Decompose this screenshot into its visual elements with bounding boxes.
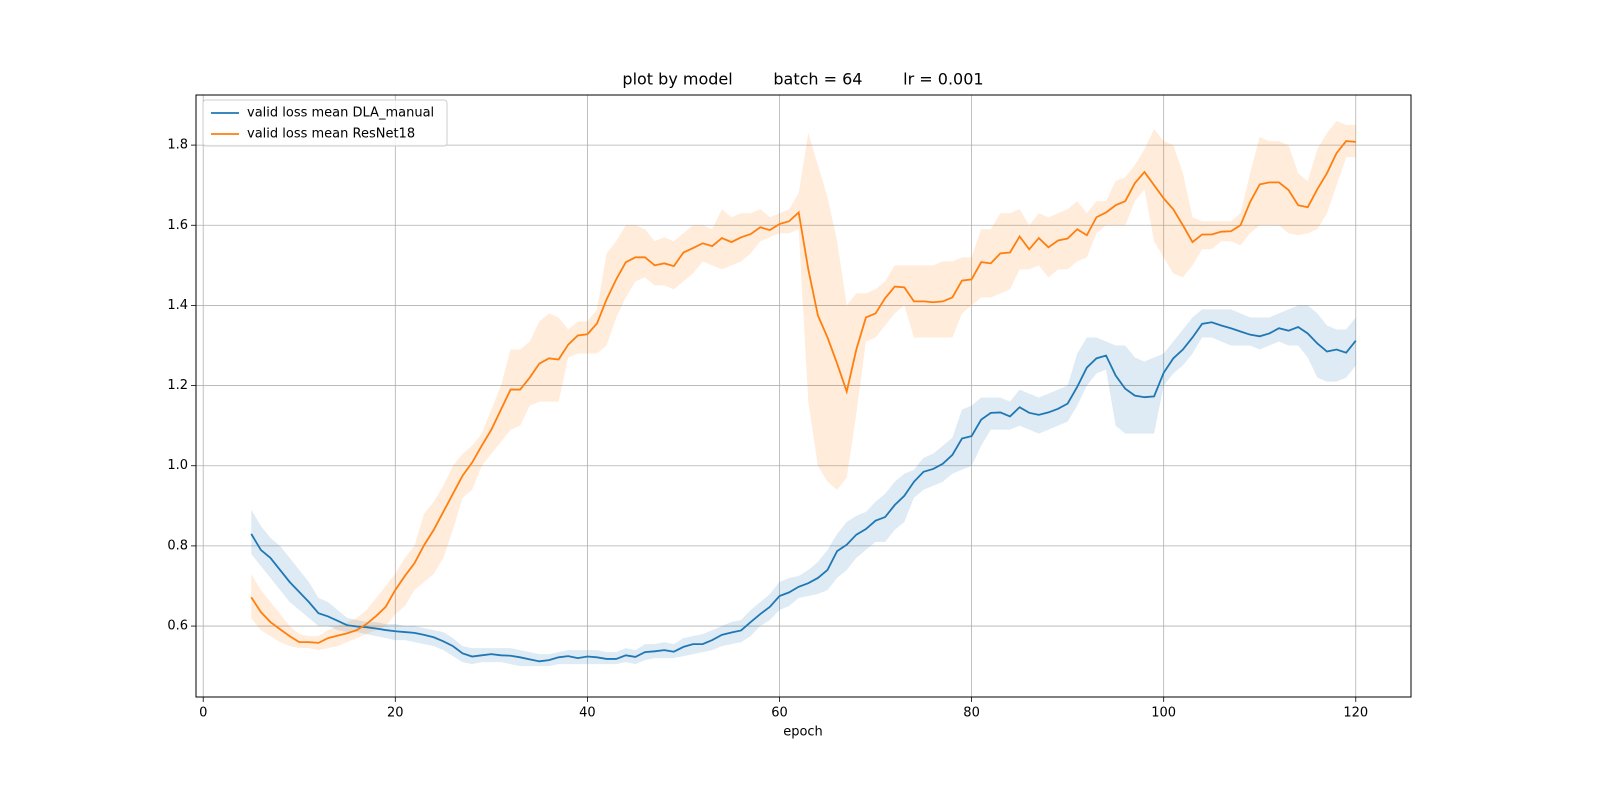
x-tick-label: 60 [771, 706, 788, 721]
y-tick-label: 0.8 [167, 538, 188, 553]
chart-title: plot by model batch = 64 lr = 0.001 [622, 70, 983, 89]
x-tick-label: 20 [387, 706, 404, 721]
line [250, 140, 1356, 644]
line [250, 321, 1357, 663]
confidence-band [251, 121, 1356, 651]
y-tick-label: 1.6 [167, 218, 188, 233]
confidence-band [251, 305, 1356, 667]
x-tick-label: 80 [963, 706, 980, 721]
legend-label: valid loss mean DLA_manual [247, 106, 434, 121]
x-axis-label: epoch [783, 725, 823, 740]
plot-frame [195, 94, 1412, 698]
y-tick-label: 1.8 [167, 138, 188, 153]
x-tick-label: 120 [1343, 706, 1368, 721]
y-tick-label: 1.2 [167, 378, 188, 393]
y-tick-label: 0.6 [167, 619, 188, 634]
x-tick-label: 100 [1151, 706, 1176, 721]
x-tick-label: 0 [199, 706, 207, 721]
y-tick-label: 1.4 [167, 298, 188, 313]
y-tick-label: 1.0 [167, 458, 188, 473]
x-tick-label: 40 [579, 706, 596, 721]
legend-box [202, 99, 448, 147]
legend-label: valid loss mean ResNet18 [247, 127, 415, 142]
